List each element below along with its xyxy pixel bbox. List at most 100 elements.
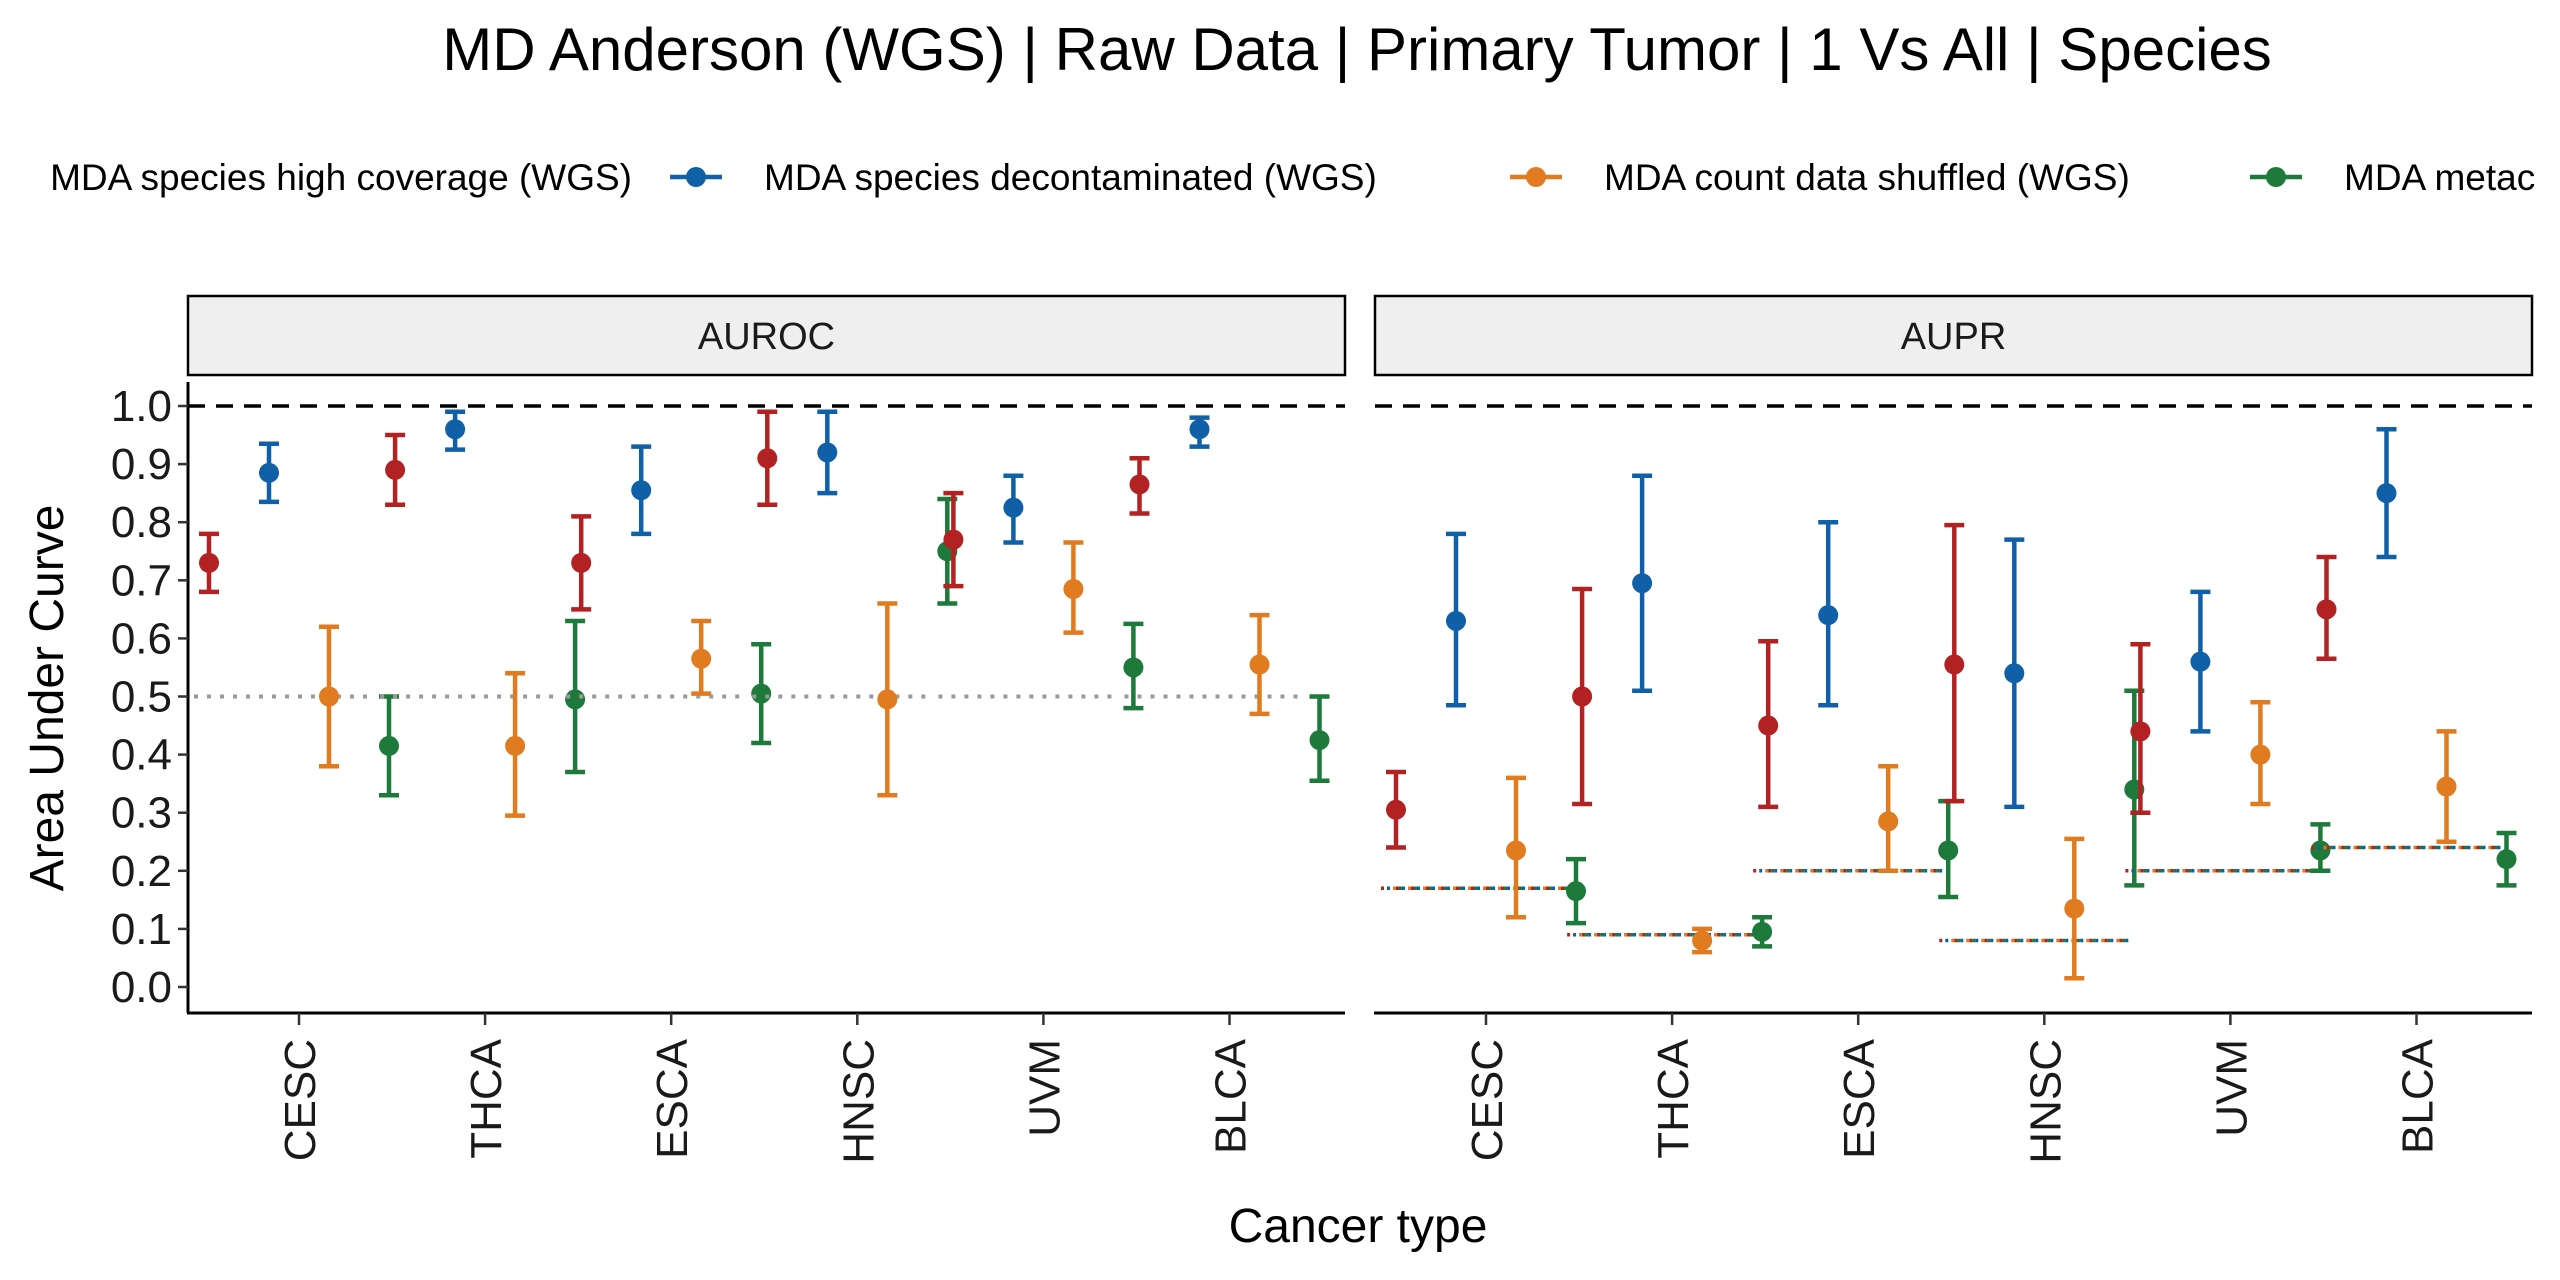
legend-item-1: MDA species high coverage (WGS) — [50, 157, 632, 198]
data-point — [2316, 599, 2337, 620]
errorbar-series-4 — [1752, 915, 1773, 949]
data-point — [1003, 497, 1024, 518]
errorbar-series-1 — [1129, 456, 1150, 516]
data-point — [565, 689, 586, 710]
errorbar-series-2 — [2376, 426, 2397, 560]
errorbar-series-2 — [631, 444, 652, 537]
errorbar-series-3 — [1506, 775, 1526, 920]
x-axis-title: Cancer type — [1229, 1200, 1488, 1253]
x-tick-label-esca: ESCA — [1835, 1038, 1884, 1158]
data-point — [571, 552, 592, 573]
errorbar-series-4 — [379, 694, 399, 798]
data-point — [691, 648, 712, 669]
y-tick-label: 0.6 — [111, 614, 172, 663]
data-point — [2436, 776, 2457, 797]
errorbar-series-4 — [565, 618, 586, 775]
legend-item-2: MDA species decontaminated (WGS) — [670, 157, 1377, 198]
errorbar-series-1 — [1572, 586, 1593, 807]
strip-label: AUPR — [1901, 316, 2007, 358]
data-point — [2310, 840, 2331, 861]
errorbar-series-3 — [877, 601, 898, 798]
legend-label: MDA species high coverage (WGS) — [50, 157, 632, 198]
x-tick-label-cesc: CESC — [1463, 1039, 1512, 1161]
y-tick-label: 1.0 — [111, 382, 172, 431]
data-point — [1506, 840, 1526, 861]
data-point — [2130, 721, 2151, 742]
legend-item-3: MDA count data shuffled (WGS) — [1510, 157, 2130, 198]
errorbar-series-4 — [1938, 798, 1959, 900]
data-point — [1386, 799, 1406, 820]
data-point — [631, 480, 652, 501]
chart-title: MD Anderson (WGS) | Raw Data | Primary T… — [442, 16, 2272, 83]
errorbar-series-1 — [199, 531, 219, 595]
y-axis-title: Area Under Curve — [21, 505, 74, 892]
data-point — [1123, 657, 1144, 678]
data-point — [379, 735, 399, 756]
y-tick-label: 0.1 — [111, 905, 172, 954]
data-point — [1758, 715, 1779, 736]
x-tick-label-thca: THCA — [1649, 1038, 1698, 1158]
errorbar-series-1 — [2316, 554, 2337, 661]
legend-label: MDA count data shuffled (WGS) — [1604, 157, 2130, 198]
legend-label: MDA metac — [2344, 157, 2535, 198]
x-tick-label-uvm: UVM — [2207, 1039, 2256, 1137]
errorbar-series-2 — [817, 409, 838, 496]
data-point — [1944, 654, 1965, 675]
errorbar-series-3 — [319, 624, 339, 769]
errorbar-series-3 — [1878, 763, 1899, 874]
data-point — [2250, 744, 2271, 765]
x-tick-label-blca: BLCA — [1207, 1038, 1256, 1154]
legend-label: MDA species decontaminated (WGS) — [764, 157, 1377, 198]
errorbar-series-4 — [1123, 621, 1144, 711]
errorbar-series-1 — [1386, 769, 1406, 850]
errorbar-series-4 — [2496, 830, 2517, 888]
data-point — [757, 448, 778, 469]
data-point — [385, 459, 406, 480]
data-point — [1632, 573, 1653, 594]
legend-item-4: MDA metac — [2250, 157, 2535, 198]
x-tick-label-esca: ESCA — [648, 1038, 697, 1158]
errorbar-series-3 — [1692, 926, 1713, 955]
errorbar-series-2 — [259, 441, 279, 505]
legend: MDA species high coverage (WGS) MDA speci… — [50, 157, 2535, 198]
errorbar-series-3 — [2250, 700, 2271, 807]
data-point — [2064, 898, 2085, 919]
data-point — [1572, 686, 1593, 707]
strip-label: AUROC — [698, 316, 835, 358]
errorbar-series-1 — [943, 490, 964, 589]
data-point — [1249, 654, 1270, 675]
x-tick-label-thca: THCA — [462, 1038, 511, 1158]
errorbar-series-2 — [1189, 415, 1210, 449]
errorbar-series-4 — [1566, 856, 1586, 926]
data-point — [817, 442, 838, 463]
data-point — [1818, 605, 1839, 626]
data-point — [1878, 811, 1899, 832]
data-point — [319, 686, 339, 707]
data-point — [199, 552, 219, 573]
errorbar-series-4 — [751, 641, 772, 746]
errorbar-series-1 — [1944, 522, 1965, 804]
data-point — [505, 735, 526, 756]
y-tick-label: 0.4 — [111, 731, 172, 780]
strip-aupr — [1373, 294, 2534, 377]
legend-key-point — [1526, 167, 1546, 187]
y-tick-label: 0.7 — [111, 556, 172, 605]
errorbar-series-3 — [505, 671, 526, 818]
panels: AUROC 0.0 0.1 0.2 0.3 0.4 0.5 0.6 0.7 0.8 0.9 1.0 CE… — [111, 294, 2534, 1164]
x-tick-label-blca: BLCA — [2394, 1038, 2443, 1154]
legend-key-point — [686, 167, 706, 187]
data-point — [2496, 849, 2517, 870]
y-tick-label: 0.8 — [111, 498, 172, 547]
y-tick-label: 0.5 — [111, 673, 172, 722]
data-point — [943, 529, 964, 550]
errorbar-series-1 — [757, 409, 778, 508]
y-tick-label: 0.0 — [111, 963, 172, 1012]
data-point — [445, 419, 466, 440]
errorbar-series-1 — [571, 514, 592, 612]
y-tick-label: 0.3 — [111, 789, 172, 838]
errorbar-series-2 — [2190, 589, 2211, 734]
errorbar-series-1 — [2130, 641, 2151, 815]
y-tick-label: 0.2 — [111, 847, 172, 896]
x-tick-label-cesc: CESC — [276, 1039, 325, 1161]
